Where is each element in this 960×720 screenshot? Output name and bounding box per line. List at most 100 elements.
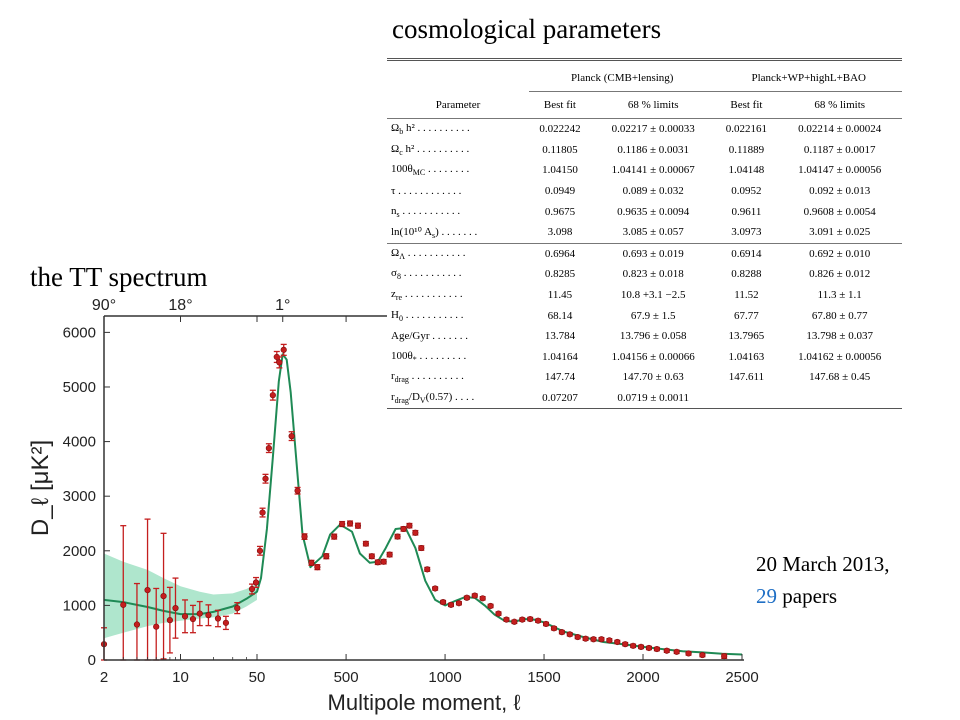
data-point xyxy=(323,553,330,560)
x-tick-label: 2000 xyxy=(626,669,659,686)
parameters-table: Planck (CMB+lensing) Planck+WP+highL+BAO… xyxy=(387,58,902,432)
table-row: rdrag . . . . . . . . . . 147.74 147.70 ± … xyxy=(387,367,902,388)
table-row: rdrag/DV(0.57) . . . . 0.07207 0.0719 ± 0.… xyxy=(387,388,902,409)
x-tick-label: 2 xyxy=(100,669,108,686)
point-marker xyxy=(120,601,127,608)
table-row: ln(10¹⁰ As) . . . . . . . 3.098 3.085 ± 0.… xyxy=(387,222,902,243)
data-point xyxy=(262,473,269,484)
value-cell: 0.692 ± 0.010 xyxy=(777,242,902,265)
point-marker xyxy=(308,559,315,566)
y-tick-label: 0 xyxy=(88,652,96,669)
value-cell: 1.04148 xyxy=(728,164,765,177)
value-cell: 0.11805 xyxy=(542,143,578,156)
point-marker xyxy=(362,540,369,547)
x-tick-label: 50 xyxy=(249,669,266,686)
data-point xyxy=(214,609,222,628)
param-name-cell: Ωc h² . . . . . . . . . . xyxy=(391,142,470,157)
y-tick-label: 2000 xyxy=(63,543,96,560)
value-cell: 67.9 ± 1.5 xyxy=(630,309,676,322)
top-tick-label: 90° xyxy=(92,297,116,314)
point-marker xyxy=(455,600,463,607)
point-marker xyxy=(394,533,401,540)
param-name-cell: 100θMC . . . . . . . . xyxy=(391,163,470,178)
point-marker xyxy=(503,616,510,623)
data-point xyxy=(172,577,179,639)
value-cell: 11.3 ± 1.1 xyxy=(817,289,862,302)
param-name-cell: τ . . . . . . . . . . . . xyxy=(391,185,462,198)
value-cell: 67.80 ± 0.77 xyxy=(811,309,868,322)
group-header-planck-lensing: Planck (CMB+lensing) xyxy=(529,65,716,92)
point-marker xyxy=(471,592,478,599)
data-point xyxy=(339,520,346,528)
data-point xyxy=(455,600,463,607)
data-point xyxy=(495,610,502,617)
point-marker xyxy=(276,359,283,366)
value-cell xyxy=(777,388,902,409)
point-marker xyxy=(424,566,431,573)
value-cell: 0.1187 ± 0.0017 xyxy=(803,143,876,156)
point-marker xyxy=(301,533,308,540)
x-axis-label: Multipole moment, ℓ xyxy=(328,690,522,715)
point-marker xyxy=(331,533,338,540)
point-marker xyxy=(269,392,276,399)
point-marker xyxy=(222,619,230,626)
value-cell: 68.14 xyxy=(547,309,573,322)
col-header-parameter: Parameter xyxy=(435,98,481,111)
value-cell: 10.8 +3.1 −2.5 xyxy=(620,289,686,302)
table-row: ΩΛ . . . . . . . . . . . 0.6964 0.693 ± 0.… xyxy=(387,242,902,265)
value-cell: 147.74 xyxy=(544,371,576,384)
x-tick-label: 1500 xyxy=(527,669,560,686)
point-marker xyxy=(160,593,167,600)
point-marker xyxy=(354,522,362,529)
release-date: 20 March 2013, xyxy=(756,552,890,576)
value-cell: 0.092 ± 0.013 xyxy=(809,185,871,198)
point-marker xyxy=(542,620,550,628)
cosmic-variance-band xyxy=(104,553,257,639)
variance-band xyxy=(104,553,257,639)
point-marker xyxy=(663,647,670,654)
data-point xyxy=(439,599,447,606)
point-marker xyxy=(511,618,518,625)
tt-spectrum-title: the TT spectrum xyxy=(30,262,208,292)
table-row: Ωb h² . . . . . . . . . . 0.022242 0.02217… xyxy=(387,119,902,140)
value-cell: 0.8285 xyxy=(544,268,576,281)
y-tick-label: 5000 xyxy=(63,379,96,396)
point-marker xyxy=(166,617,173,624)
data-point xyxy=(196,600,203,627)
value-cell: 0.1186 ± 0.0031 xyxy=(617,143,689,156)
x-tick-label: 10 xyxy=(172,669,189,686)
data-point xyxy=(685,650,692,657)
point-marker xyxy=(133,621,141,628)
param-name-cell: H0 . . . . . . . . . . . xyxy=(391,308,464,323)
point-marker xyxy=(447,601,455,608)
point-marker xyxy=(637,643,645,650)
data-point xyxy=(144,518,151,661)
param-name-cell: zre . . . . . . . . . . . xyxy=(391,287,463,303)
data-point xyxy=(248,583,256,595)
point-marker xyxy=(432,585,439,592)
data-point xyxy=(331,533,338,540)
point-marker xyxy=(479,595,486,602)
value-cell: 0.9608 ± 0.0054 xyxy=(803,205,876,218)
papers-line: 29 papers xyxy=(756,580,890,612)
data-point xyxy=(256,545,264,556)
data-point xyxy=(630,642,637,649)
value-cell: 13.7965 xyxy=(728,330,765,343)
point-marker xyxy=(685,650,692,657)
data-point xyxy=(400,525,407,533)
papers-count-link[interactable]: 29 xyxy=(756,584,777,608)
data-point xyxy=(487,602,494,610)
value-cell: 0.07207 xyxy=(542,392,578,405)
data-point xyxy=(189,604,197,634)
param-name-cell: 100θ* . . . . . . . . . xyxy=(391,349,467,364)
value-cell: 0.9675 xyxy=(544,205,576,218)
param-name-cell: ΩΛ . . . . . . . . . . . xyxy=(387,242,529,265)
point-marker xyxy=(339,520,346,528)
data-point xyxy=(386,551,393,558)
table-row: 100θ* . . . . . . . . . 1.04164 1.04156 ± … xyxy=(387,347,902,368)
data-point xyxy=(380,558,387,565)
x-tick-label: 500 xyxy=(334,669,359,686)
value-cell: 0.0952 xyxy=(731,185,762,198)
data-point xyxy=(637,643,645,650)
point-marker xyxy=(487,602,494,610)
